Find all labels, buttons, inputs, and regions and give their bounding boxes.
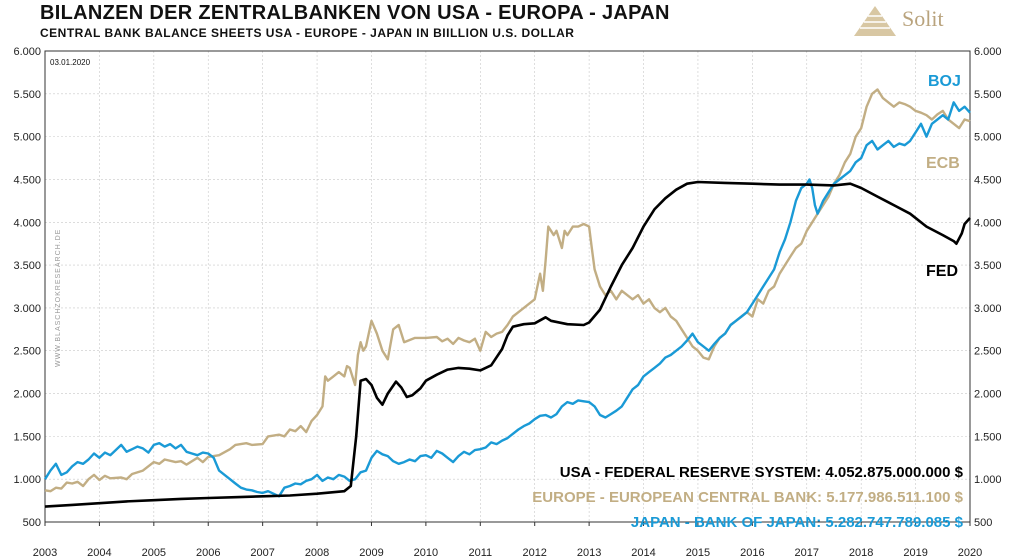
- x-tick-label: 2010: [414, 547, 438, 559]
- x-tick-label: 2007: [250, 547, 274, 559]
- y-tick-label-right: 1.000: [974, 474, 1002, 486]
- y-tick-label-right: 2.000: [974, 389, 1002, 401]
- x-tick-label: 2012: [522, 547, 546, 559]
- y-tick-label-right: 1.500: [974, 431, 1002, 443]
- series-label-boj: BOJ: [928, 73, 961, 90]
- solit-logo: Solit: [852, 4, 1012, 38]
- y-tick-label-right: 6.000: [974, 46, 1002, 58]
- x-tick-label: 2014: [631, 547, 655, 559]
- y-tick-label-right: 5.500: [974, 89, 1002, 101]
- x-axis: 2003 2004 2005 2006 2007 2008 2009 2010 2011 2012…: [33, 522, 982, 559]
- y-tick-label-right: 5.000: [974, 132, 1002, 144]
- pyramid-logo-icon: [854, 6, 896, 36]
- series-label-fed: FED: [926, 263, 958, 280]
- chart-title: BILANZEN DER ZENTRALBANKEN VON USA - EUR…: [40, 2, 670, 24]
- x-tick-label: 2015: [686, 547, 710, 559]
- y-tick-label-right: 3.500: [974, 260, 1002, 272]
- plot-frame: [44, 50, 971, 523]
- annotation-fed: USA - FEDERAL RESERVE SYSTEM: 4.052.875.…: [560, 464, 964, 481]
- x-tick-label: 2005: [142, 547, 166, 559]
- y-tick-label-left: 5.500: [13, 89, 41, 101]
- x-tick-label: 2018: [849, 547, 873, 559]
- y-tick-label-left: 6.000: [13, 46, 41, 58]
- annotation-ecb: EUROPE - EUROPEAN CENTRAL BANK: 5.177.98…: [532, 489, 963, 506]
- y-tick-label-right: 3.000: [974, 303, 1002, 315]
- y-tick-label-right: 4.000: [974, 217, 1002, 229]
- y-tick-label-right: 500: [974, 517, 992, 529]
- x-tick-label: 2008: [305, 547, 329, 559]
- y-tick-label-right: 2.500: [974, 346, 1002, 358]
- x-tick-label: 2016: [740, 547, 764, 559]
- y-axis-left: 500 1.000 1.500 2.000 2.500 3.000 3.500 4.000 4.…: [13, 46, 41, 529]
- y-tick-label-left: 1.500: [13, 431, 41, 443]
- watermark: WWW.BLASCHZOKRESEARCH.DE: [55, 229, 62, 367]
- x-tick-label: 2006: [196, 547, 220, 559]
- y-tick-label-left: 5.000: [13, 132, 41, 144]
- series-line-boj: [43, 101, 971, 498]
- y-tick-label-right: 4.500: [974, 174, 1002, 186]
- y-tick-label-left: 1.000: [13, 474, 41, 486]
- series-line-fed: [44, 180, 971, 508]
- y-tick-label-left: 2.000: [13, 389, 41, 401]
- chart-grid: [44, 50, 971, 523]
- x-tick-label: 2004: [87, 547, 111, 559]
- chart-subtitle: CENTRAL BANK BALANCE SHEETS USA - EUROPE…: [40, 26, 575, 40]
- y-tick-label-left: 4.000: [13, 217, 41, 229]
- date-stamp: 03.01.2020: [50, 58, 91, 67]
- series-line-ecb: [44, 88, 971, 493]
- x-tick-label: 2017: [795, 547, 819, 559]
- logo-text: Solit: [902, 6, 944, 31]
- y-tick-label-left: 2.500: [13, 346, 41, 358]
- x-tick-label: 2013: [577, 547, 601, 559]
- y-tick-label-left: 3.000: [13, 303, 41, 315]
- series-lines: [43, 88, 971, 508]
- x-tick-label: 2003: [33, 547, 57, 559]
- x-tick-label: 2019: [903, 547, 927, 559]
- x-tick-label: 2009: [359, 547, 383, 559]
- y-tick-label-left: 500: [23, 517, 41, 529]
- x-tick-label: 2020: [958, 547, 982, 559]
- series-label-ecb: ECB: [926, 155, 960, 172]
- x-tick-label: 2011: [468, 547, 492, 559]
- y-axis-right: 500 1.000 1.500 2.000 2.500 3.000 3.500 4.000 4.…: [974, 46, 1002, 529]
- annotation-boj: JAPAN - BANK OF JAPAN: 5.282.747.789.085…: [631, 514, 964, 531]
- y-tick-label-left: 3.500: [13, 260, 41, 272]
- y-tick-label-left: 4.500: [13, 174, 41, 186]
